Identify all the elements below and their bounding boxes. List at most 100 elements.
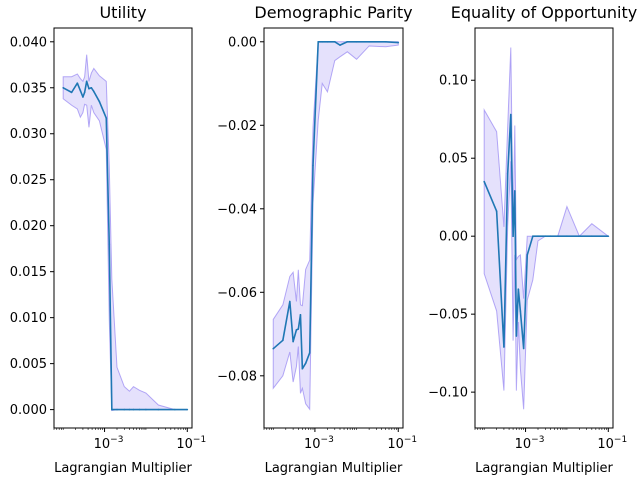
data-point	[355, 40, 358, 43]
x-tick-label: 10−1	[387, 435, 417, 452]
x-tick-exponent: −1	[614, 435, 627, 445]
data-point	[98, 100, 101, 103]
chart-title: Equality of Opportunity	[451, 3, 637, 22]
data-point	[76, 82, 79, 84]
data-point	[384, 40, 387, 43]
data-point	[132, 408, 135, 411]
confidence-band	[272, 41, 399, 411]
data-point	[515, 335, 518, 337]
data-point	[79, 89, 82, 92]
data-point	[83, 91, 86, 94]
data-point	[566, 235, 568, 237]
data-point	[517, 288, 520, 291]
data-point	[544, 235, 547, 237]
x-tick-label: 10−3	[304, 435, 334, 452]
data-point	[85, 80, 88, 83]
y-tick-label: 0.00	[439, 230, 468, 245]
data-point	[299, 314, 302, 316]
data-point	[556, 235, 559, 237]
data-point	[282, 339, 284, 342]
x-tick-base: 10	[387, 437, 404, 452]
data-point	[549, 235, 552, 237]
y-tick-label: 0.00	[228, 35, 257, 50]
y-tick-label: 0.030	[10, 127, 47, 142]
y-tick-label: 0.010	[10, 311, 47, 326]
data-point	[295, 329, 298, 331]
data-point	[514, 190, 516, 192]
data-point	[510, 113, 512, 116]
data-point	[108, 243, 111, 245]
data-point	[116, 408, 118, 411]
data-point	[519, 310, 522, 312]
y-tick-label: 0.035	[10, 81, 47, 96]
data-point	[578, 235, 581, 237]
x-tick-base: 10	[176, 437, 193, 452]
x-tick-label: 10−1	[597, 435, 627, 452]
x-tick-exponent: −3	[110, 435, 123, 445]
x-tick-exponent: −1	[193, 435, 206, 445]
data-point	[397, 41, 400, 44]
x-tick-label: 10−3	[515, 435, 545, 452]
data-point	[532, 235, 534, 237]
y-tick-label: −0.05	[428, 308, 468, 323]
axes-frame	[474, 27, 614, 429]
data-point	[93, 90, 95, 93]
axes-frame	[53, 27, 193, 429]
x-tick-exponent: −3	[321, 435, 334, 445]
x-axis-label: Lagrangian Multiplier	[265, 461, 403, 476]
axes-frame	[263, 27, 404, 429]
data-point	[304, 362, 307, 365]
data-point	[607, 235, 610, 237]
data-point	[105, 117, 108, 119]
data-point	[186, 408, 189, 411]
data-point	[326, 40, 329, 43]
y-tick-label: 0.020	[10, 219, 47, 234]
data-point	[90, 86, 93, 89]
chart-title: Demographic Parity	[254, 3, 412, 22]
x-tick-label: 10−3	[94, 435, 124, 452]
data-point	[312, 164, 314, 167]
data-point	[174, 408, 176, 411]
y-tick-label: 0.015	[10, 265, 47, 280]
data-point	[82, 96, 84, 98]
data-point	[526, 254, 529, 256]
data-point	[339, 44, 341, 46]
y-tick-label: 0.025	[10, 173, 47, 188]
data-point	[537, 235, 539, 237]
data-point	[111, 408, 113, 411]
data-point	[503, 346, 505, 348]
y-tick-label: −0.04	[217, 202, 257, 217]
data-point	[145, 408, 147, 411]
data-point	[62, 86, 64, 89]
y-tick-label: 0.10	[439, 74, 468, 89]
data-point	[292, 340, 294, 343]
data-point	[138, 408, 141, 411]
data-point	[321, 40, 324, 43]
panel-1: 0.000 0.005 0.010 0.015 0.020 0.025 0.030 0.035…	[10, 3, 206, 476]
data-point	[346, 40, 349, 43]
y-tick-label: 0.05	[439, 152, 468, 167]
x-axis-label: Lagrangian Multiplier	[54, 461, 192, 476]
x-tick-base: 10	[515, 437, 532, 452]
data-point	[308, 352, 311, 354]
y-tick-label: −0.08	[217, 369, 257, 384]
data-point	[495, 210, 498, 213]
x-tick-label: 10−1	[176, 435, 206, 452]
data-point	[128, 408, 131, 411]
data-point	[317, 40, 320, 43]
y-tick-label: 0.000	[10, 403, 47, 418]
data-point	[591, 235, 593, 237]
data-point	[88, 87, 90, 90]
data-point	[297, 328, 300, 330]
data-point	[368, 40, 370, 43]
x-tick-exponent: −3	[531, 435, 544, 445]
data-point	[289, 300, 291, 303]
x-tick-base: 10	[94, 437, 111, 452]
data-point	[483, 180, 485, 183]
x-tick-base: 10	[597, 437, 614, 452]
data-point	[157, 408, 160, 411]
data-point	[522, 347, 525, 350]
y-tick-label: 0.005	[10, 357, 47, 372]
